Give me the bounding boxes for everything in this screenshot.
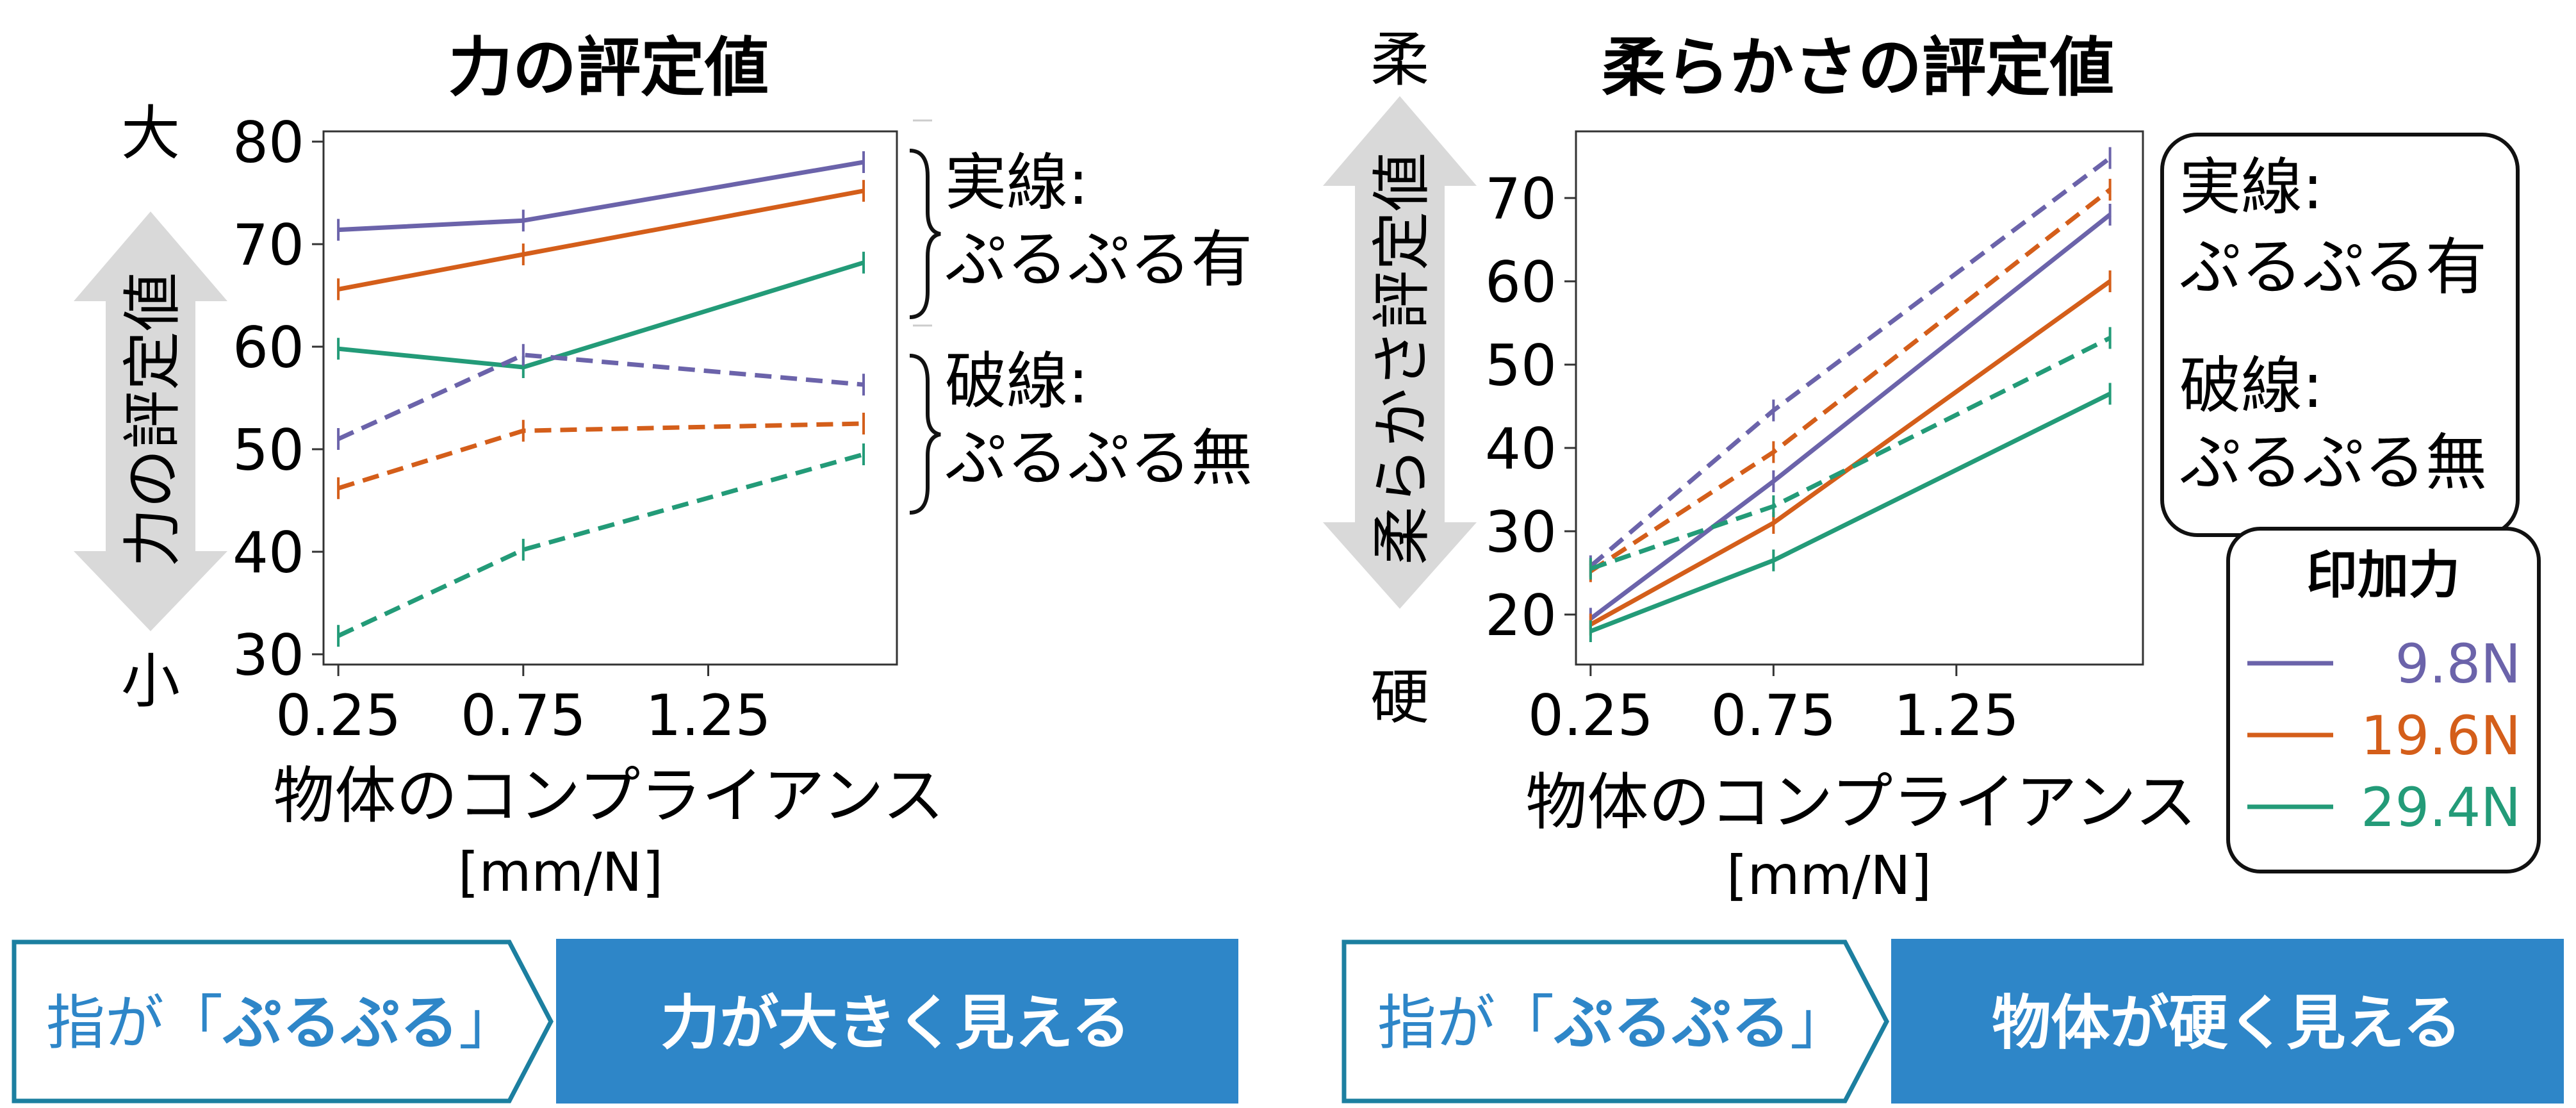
force-rating-chart: 大 小 力の評定値 力の評定値 30 40 50 60 70 80 0.25 0.75 1.25… (74, 30, 1252, 904)
x-axis-unit: [mm/N] (1727, 844, 1932, 907)
y-tick-label: 80 (233, 110, 304, 176)
y-axis-label: 力の評定値 (119, 272, 187, 567)
y-tick-label: 40 (233, 520, 304, 586)
legend-entry-label: 9.8N (2395, 633, 2521, 695)
series-lines (337, 151, 866, 647)
plot-area (1575, 130, 2144, 666)
banner-right-text: 物体が硬く見える (1992, 989, 2461, 1057)
banner-left-text: 指が「ぷるぷる」 (46, 989, 518, 1057)
dashed-annotation-line2: ぷるぷる無 (945, 422, 1252, 494)
axis-ticks: 30 40 50 60 70 80 0.25 0.75 1.25 (233, 110, 771, 748)
legend-title: 印加力 (2306, 545, 2460, 605)
y-tick-label: 50 (233, 417, 304, 483)
axis-ticks: 20 30 40 50 60 70 0.25 0.75 1.25 (1485, 166, 2019, 748)
solid-annotation-line1: 実線: (945, 147, 1088, 219)
legend-entries: 9.8N 19.6N 29.4N (2247, 633, 2521, 839)
y-tick-label: 50 (1485, 333, 1557, 399)
banner-left-chevron (1341, 939, 1889, 1104)
solid-annotation-line2: ぷるぷる有 (945, 224, 1252, 295)
left-banner: 指が「ぷるぷる」 力が大きく見える (12, 939, 1238, 1104)
double-arrow-shape (74, 211, 227, 631)
y-axis-bottom-label: 小 (121, 647, 180, 716)
x-tick-label: 0.25 (275, 682, 401, 748)
y-axis-bottom-label: 硬 (1370, 663, 1429, 732)
x-tick-label: 1.25 (646, 682, 771, 748)
dashed-annotation-line1: 破線: (945, 345, 1088, 417)
chart-title: 力の評定値 (448, 30, 769, 105)
softness-rating-chart: 柔 硬 柔らかさ評定値 柔らかさの評定値 20 30 40 50 60 70 0.25 0.7… (1323, 26, 2541, 907)
x-tick-label: 0.75 (461, 682, 586, 748)
y-tick-label: 70 (233, 212, 304, 278)
y-tick-label: 60 (233, 315, 304, 381)
x-tick-label: 1.25 (1894, 682, 2019, 748)
y-tick-label: 30 (1485, 499, 1557, 565)
y-tick-label: 60 (1485, 249, 1557, 315)
dashed-annotation-line2: ぷるぷる無 (2179, 427, 2487, 499)
y-axis-top-label: 柔 (1370, 26, 1429, 94)
dashed-annotation-line1: 破線: (2179, 350, 2323, 422)
banner-right-block (1891, 939, 2564, 1104)
y-axis-double-arrow-icon (1323, 96, 1477, 609)
banner-left-text: 指が「ぷるぷる」 (1377, 989, 1849, 1057)
banner-left-chevron (12, 939, 554, 1104)
legend-entry-label: 19.6N (2361, 704, 2521, 767)
legend: 印加力 9.8N 19.6N 29.4N (2226, 527, 2541, 873)
y-axis-top-label: 大 (121, 99, 180, 168)
x-tick-label: 0.75 (1710, 682, 1836, 748)
banner-right-block (556, 939, 1238, 1104)
y-tick-label: 40 (1485, 416, 1557, 482)
series-line-dashed-29_4N (337, 452, 864, 638)
series-lines (1589, 147, 2112, 642)
chart-title: 柔らかさの評定値 (1602, 30, 2114, 105)
banner-right-text: 力が大きく見える (660, 989, 1130, 1057)
series-line-dashed-9_8N (337, 352, 864, 442)
solid-annotation-line2: ぷるぷる有 (2179, 231, 2487, 303)
solid-annotation-line1: 実線: (2179, 151, 2323, 223)
plot-area (322, 130, 898, 666)
solid-brace-icon (909, 149, 941, 319)
right-banner: 指が「ぷるぷる」 物体が硬く見える (1341, 939, 2564, 1104)
y-axis-double-arrow-icon (74, 211, 227, 631)
y-tick-label: 70 (1485, 166, 1557, 232)
dashed-brace-icon (909, 354, 941, 515)
x-tick-label: 0.25 (1528, 682, 1653, 748)
line-style-annotations: 実線: ぷるぷる有 破線: ぷるぷる無 (909, 119, 1252, 515)
x-axis-label: 物体のコンプライアンス (1525, 766, 2196, 838)
line-style-annotation-box: 実線: ぷるぷる有 破線: ぷるぷる無 (2160, 133, 2520, 537)
legend-frame (2226, 527, 2541, 873)
y-tick-label: 20 (1485, 583, 1557, 649)
x-axis-unit: [mm/N] (458, 841, 663, 904)
y-tick-label: 30 (233, 622, 304, 688)
y-axis-label: 柔らかさ評定値 (1368, 153, 1436, 565)
legend-entry-label: 29.4N (2361, 776, 2521, 839)
x-axis-label: 物体のコンプライアンス (273, 760, 944, 832)
double-arrow-shape (1323, 96, 1477, 609)
